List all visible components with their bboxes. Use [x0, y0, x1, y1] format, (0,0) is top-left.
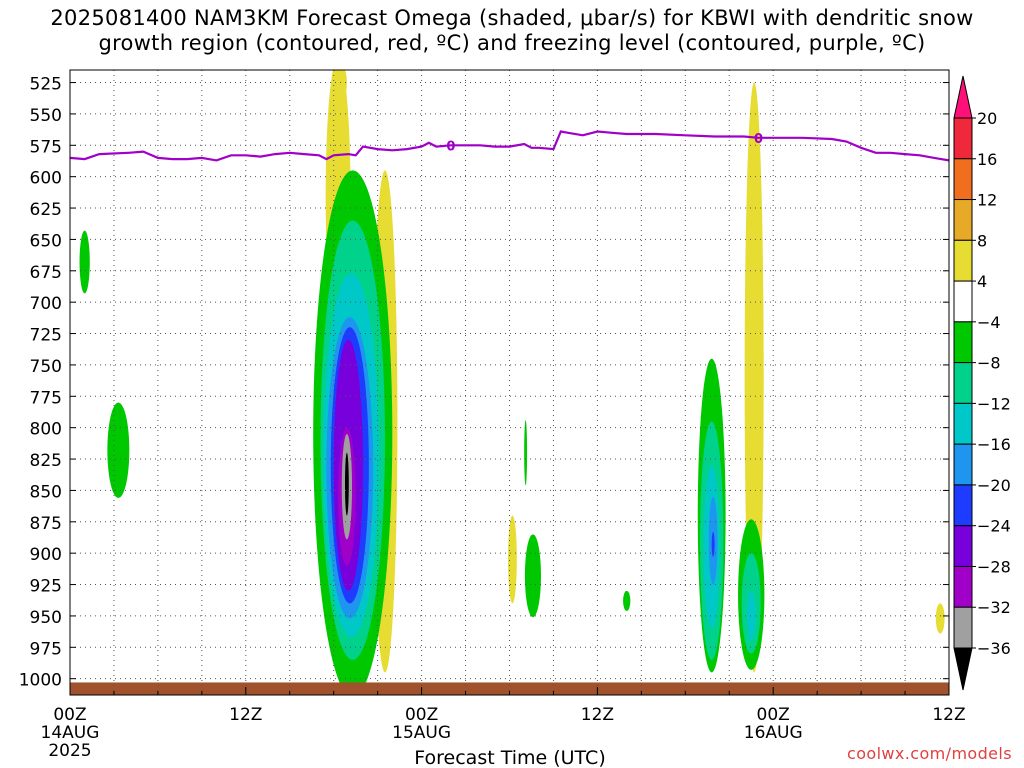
colorbar-bottom-arrow — [953, 647, 973, 691]
y-tick-label: 975 — [30, 639, 62, 659]
y-tick-label: 925 — [30, 577, 62, 597]
colorbar-swatch — [953, 362, 973, 404]
plot-area — [70, 70, 949, 695]
y-tick-label: 750 — [30, 357, 62, 377]
y-tick-label: 825 — [30, 451, 62, 471]
y-tick-label: 725 — [30, 326, 62, 346]
colorbar-swatch — [953, 525, 973, 567]
x-tick-label: 15AUG — [392, 723, 451, 743]
x-tick-label: 16AUG — [744, 723, 803, 743]
colorbar-label: −36 — [977, 639, 1011, 658]
colorbar-swatch — [953, 158, 973, 201]
colorbar-swatch — [953, 565, 973, 608]
y-tick-label: 700 — [30, 294, 62, 314]
omega-region — [107, 402, 130, 498]
grid-lines — [70, 70, 949, 695]
y-tick-label: 1000 — [19, 671, 62, 691]
y-tick-label: 775 — [30, 388, 62, 408]
colorbar-label: 8 — [977, 231, 987, 250]
omega-region — [338, 70, 347, 98]
y-tick-label: 550 — [30, 106, 62, 126]
colorbar-label: −16 — [977, 435, 1011, 454]
y-tick-label: 850 — [30, 482, 62, 502]
x-axis-title: Forecast Time (UTC) — [414, 747, 605, 768]
y-tick-label: 600 — [30, 169, 62, 189]
y-tick-label: 675 — [30, 263, 62, 283]
freezing-level-label: 0 — [446, 139, 455, 154]
colorbar-label: −28 — [977, 557, 1011, 576]
y-tick-label: 575 — [30, 137, 62, 157]
omega-region — [935, 603, 945, 634]
omega-region — [344, 452, 349, 516]
colorbar-swatch — [953, 606, 973, 649]
colorbar-label: −8 — [977, 354, 1001, 373]
x-tick-label: 00Z — [405, 705, 438, 725]
colorbar-label: 20 — [977, 109, 997, 128]
x-tick-label: 14AUG — [41, 723, 100, 743]
colorbar-swatch — [953, 402, 973, 445]
colorbar-swatch — [953, 321, 973, 364]
colorbar-label: −4 — [977, 313, 1001, 332]
y-tick-label: 800 — [30, 420, 62, 440]
colorbar-swatch — [953, 199, 973, 241]
colorbar-label: −20 — [977, 476, 1011, 495]
chart-title-line-2: growth region (contoured, red, ºC) and f… — [98, 31, 926, 55]
colorbar-label: 12 — [977, 191, 997, 210]
x-tick-label: 2025 — [48, 741, 91, 761]
freezing-level-contour: 00 — [70, 130, 949, 162]
omega-shading — [79, 70, 945, 695]
colorbar-top-arrow — [953, 75, 973, 119]
colorbar-swatch — [953, 117, 973, 160]
x-tick-label: 12Z — [229, 705, 262, 725]
y-tick-label: 875 — [30, 514, 62, 534]
y-tick-label: 650 — [30, 231, 62, 251]
y-tick-label: 900 — [30, 545, 62, 565]
omega-region — [524, 420, 528, 486]
omega-region — [79, 230, 90, 294]
y-tick-label: 950 — [30, 608, 62, 628]
freezing-level-label: 0 — [754, 132, 763, 147]
x-tick-label: 12Z — [581, 705, 614, 725]
colorbar-swatch — [953, 443, 973, 486]
x-tick-label: 12Z — [932, 705, 965, 725]
omega-region — [711, 531, 715, 557]
y-axis: 525 550 575 600 625 650 675 700 725 750 775 800 825 8… — [19, 75, 949, 691]
omega-region — [623, 590, 631, 611]
colorbar-swatch — [953, 239, 973, 282]
y-tick-label: 625 — [30, 200, 62, 220]
site-credit: coolwx.com/models — [847, 744, 1012, 763]
freezing-level-line — [70, 130, 949, 162]
y-tick-label: 525 — [30, 75, 62, 95]
colorbar-label: 4 — [977, 272, 987, 291]
colorbar-label: −32 — [977, 598, 1011, 617]
omega-region — [746, 590, 756, 642]
colorbar-label: −24 — [977, 517, 1011, 536]
colorbar-swatch — [953, 280, 973, 323]
colorbar-label: −12 — [977, 394, 1011, 413]
colorbar-label: 16 — [977, 150, 997, 169]
colorbar-swatch — [953, 484, 973, 527]
chart-title-line-1: 2025081400 NAM3KM Forecast Omega (shaded… — [50, 6, 974, 30]
x-tick-label: 00Z — [757, 705, 790, 725]
colorbar: 20 16 12 8 4 −4 −8 −12 −16 −20 −24 −28 −32 −36 — [953, 75, 1011, 691]
omega-region — [524, 534, 541, 618]
x-tick-label: 00Z — [53, 705, 86, 725]
omega-region — [508, 515, 517, 604]
